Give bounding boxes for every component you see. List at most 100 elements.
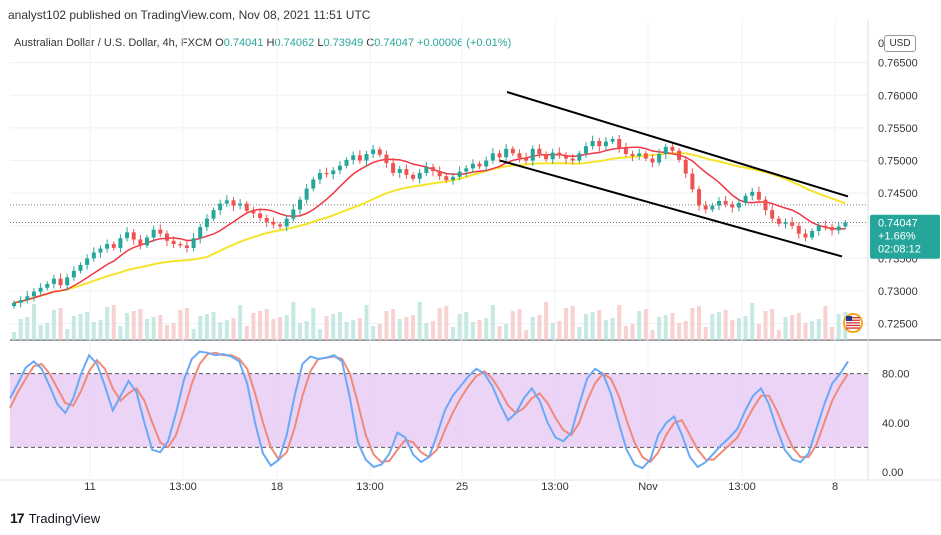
volume-bar (810, 321, 815, 340)
candle-body (597, 140, 602, 147)
volume-bar (158, 315, 163, 340)
candle-body (830, 227, 835, 231)
volume-bar (357, 318, 362, 340)
candle-body (550, 152, 555, 160)
volume-bar (550, 323, 555, 340)
candle-body (424, 167, 429, 173)
volume-bar (231, 318, 236, 340)
candle-body (490, 153, 495, 161)
footer-brand[interactable]: 17 TradingView (10, 510, 100, 526)
candle-body (331, 170, 336, 175)
volume-bar (291, 302, 296, 340)
candle-body (431, 167, 435, 171)
currency-button[interactable]: USD (884, 35, 916, 52)
candle-body (557, 152, 562, 156)
volume-bar (450, 327, 455, 340)
volume-bar (25, 317, 30, 340)
stoch-axis: 80.00 40.00 0.00 (882, 369, 910, 479)
candle-body (171, 240, 176, 245)
candle-body (351, 155, 356, 160)
volume-bar (830, 327, 835, 340)
candle-body (131, 232, 136, 240)
candle-body (810, 231, 815, 238)
volume-bar (603, 320, 608, 340)
candle-body (337, 165, 342, 171)
candle-body (65, 277, 70, 286)
volume-bar (776, 330, 781, 340)
volume-bar (823, 306, 828, 340)
volume-bar (145, 319, 150, 340)
stoch-band-lines (10, 373, 868, 448)
candle-body (703, 205, 708, 210)
candle-body (524, 157, 529, 161)
flag-stripe (846, 319, 860, 321)
volume-bar (490, 305, 495, 340)
candle-body (105, 244, 110, 249)
candle-body (211, 210, 216, 219)
volume-bar (404, 317, 409, 340)
volume-bar (723, 310, 728, 340)
volume-bar (577, 327, 582, 340)
volume-bar (304, 321, 309, 340)
candle-body (583, 146, 588, 154)
symbol-legend: Australian Dollar / U.S. Dollar, 4h, FXC… (14, 37, 511, 49)
volume-bar (311, 308, 316, 340)
price-tick-label: 0.76000 (878, 90, 918, 102)
volume-bar (164, 325, 169, 340)
volume-bar (431, 321, 435, 340)
candle-body (450, 176, 455, 181)
volume-bar (783, 317, 788, 340)
price-tick-label: 0.74500 (878, 188, 918, 200)
volume-bar (650, 330, 655, 340)
candle-body (111, 244, 116, 248)
volume-bar (317, 329, 322, 340)
us-flag-icon (843, 313, 863, 333)
candle-body (783, 222, 788, 224)
volume-bar (211, 312, 216, 340)
time-tick-label: 13:00 (356, 481, 384, 493)
channel-lines (499, 91, 849, 258)
footer-brand-label: TradingView (28, 510, 101, 526)
candle-body (623, 148, 628, 154)
volume-bar (118, 326, 123, 340)
volume-bar (517, 309, 522, 340)
volume-bar (484, 318, 489, 340)
candle-body (98, 248, 103, 253)
volume-bar (105, 307, 110, 340)
candle-body (763, 199, 768, 211)
volume-bar (544, 302, 549, 340)
volume-bar (138, 309, 143, 340)
candle-body (517, 153, 522, 158)
candle-body (544, 154, 549, 160)
volume-bar (597, 310, 602, 340)
candle-body (723, 200, 728, 205)
volume-bar (271, 319, 276, 340)
volume-bar (470, 322, 475, 340)
volume-bar (710, 314, 715, 340)
price-tick-label: 0.72500 (878, 319, 918, 331)
volume-bar (78, 314, 83, 340)
volume-bar (344, 322, 349, 340)
candle-body (404, 169, 409, 175)
candle-body (238, 203, 243, 206)
candle-body (730, 204, 735, 208)
time-tick-label: 18 (271, 481, 283, 493)
candle-body (31, 291, 36, 297)
candle-body (716, 200, 721, 206)
volume-bar (750, 303, 755, 340)
candle-body (776, 218, 781, 224)
volume-bar (477, 320, 482, 340)
price-tag-price: 0.74047 (878, 218, 918, 230)
volume-bar (384, 311, 389, 340)
candle-body (278, 224, 283, 227)
ma-slow-line (13, 152, 846, 304)
candle-body (184, 245, 189, 248)
candle-body (743, 195, 748, 203)
volume-bar (397, 319, 402, 340)
close-value: 0.74047 (374, 37, 414, 49)
candle-body (750, 191, 755, 196)
candle-body (617, 138, 622, 149)
time-tick-label: 13:00 (169, 481, 197, 493)
candle-body (437, 170, 442, 177)
